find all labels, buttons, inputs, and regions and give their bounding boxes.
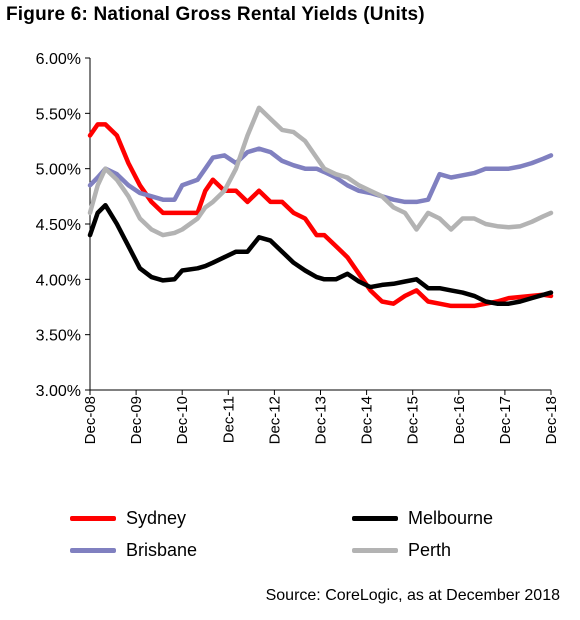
x-tick-label: Dec-09 — [128, 396, 145, 444]
y-tick-label: 5.50% — [36, 106, 81, 123]
series-line-brisbane — [87, 146, 554, 205]
series-line-perth — [87, 105, 554, 238]
x-tick-label: Dec-11 — [220, 396, 237, 443]
x-tick-label: Dec-18 — [543, 396, 560, 444]
series-line-melbourne — [87, 202, 554, 306]
y-tick-label: 4.00% — [36, 272, 81, 289]
x-tick-label: Dec-16 — [451, 396, 468, 444]
x-tick-label: Dec-10 — [174, 396, 191, 444]
y-tick-label: 6.00% — [36, 51, 81, 68]
x-tick-label: Dec-12 — [266, 396, 283, 444]
x-tick-label: Dec-08 — [82, 396, 99, 444]
chart-title: Figure 6: National Gross Rental Yields (… — [6, 4, 425, 25]
x-tick-label: Dec-15 — [405, 396, 422, 444]
chart-axes: 6.00%5.50%5.00%4.50%4.00%3.50%3.00%Dec-0… — [36, 51, 560, 444]
source-note: Source: CoreLogic, as at December 2018 — [265, 587, 560, 604]
chart-series — [87, 105, 554, 309]
series-line-sydney — [87, 122, 554, 309]
y-tick-label: 3.50% — [36, 328, 81, 345]
x-tick-label: Dec-17 — [497, 396, 514, 444]
y-tick-label: 4.50% — [36, 217, 81, 234]
x-tick-label: Dec-14 — [359, 396, 376, 444]
y-tick-label: 3.00% — [36, 383, 81, 400]
x-tick-label: Dec-13 — [313, 396, 330, 444]
y-tick-label: 5.00% — [36, 162, 81, 179]
